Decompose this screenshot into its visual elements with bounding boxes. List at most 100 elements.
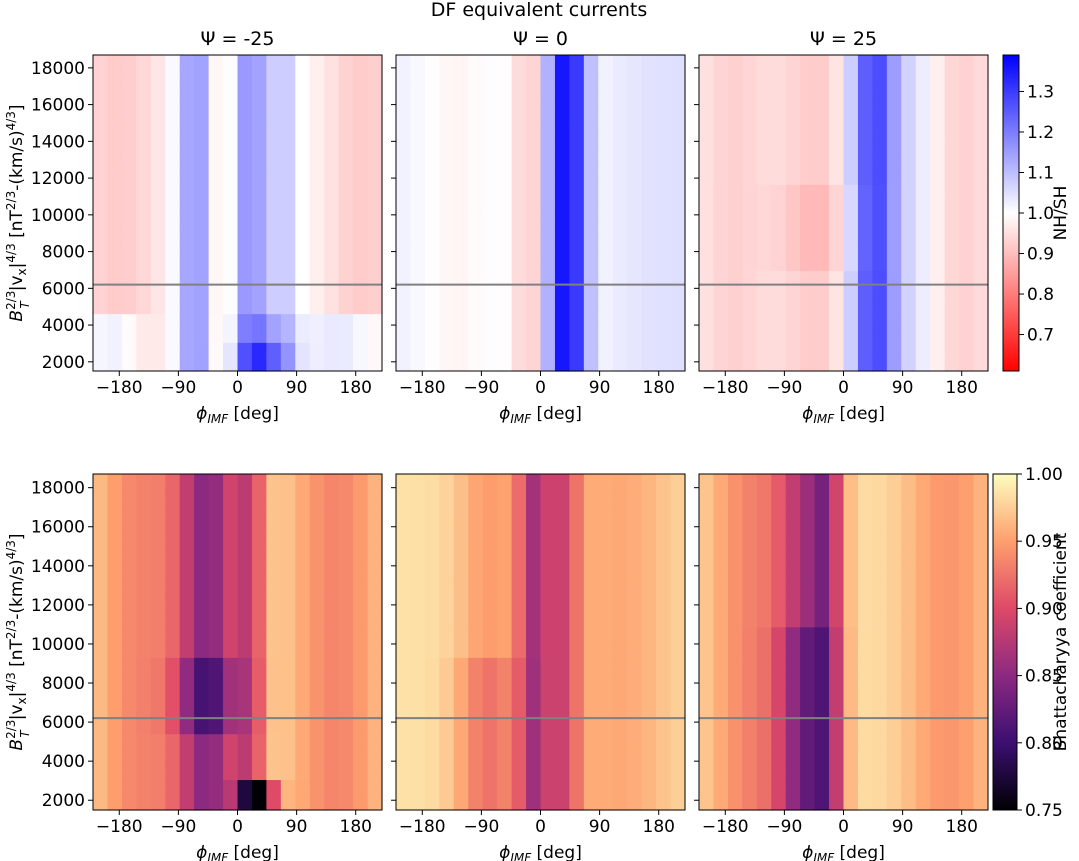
heatmap-cell [338,356,354,372]
heatmap-cell [569,474,585,490]
heatmap-cell [251,356,267,372]
heatmap-cell [338,489,354,506]
heatmap-cell [482,184,498,200]
heatmap-cell [468,718,484,735]
heatmap-cell [295,98,311,114]
heatmap-cell [843,141,859,157]
heatmap-cell [785,794,801,811]
heatmap-cell [367,141,383,157]
heatmap-cell [886,703,902,719]
heatmap-cell [410,227,426,243]
heatmap-cell [208,550,224,567]
heatmap-cell [194,299,210,315]
heatmap-cell [627,764,643,781]
heatmap-cell [165,550,181,567]
heatmap-cell [107,580,123,597]
heatmap-cell [295,519,311,536]
heatmap-cell [121,69,137,85]
heatmap-cell [886,580,902,597]
heatmap-cell [742,657,758,674]
heatmap-cell [540,83,556,99]
heatmap-cell [280,642,296,658]
heatmap-cell [179,687,195,704]
heatmap-cell [280,550,296,567]
heatmap-cell [482,112,498,128]
heatmap-cell [785,169,801,185]
heatmap-cell [583,672,599,689]
heatmap-cell [107,642,123,658]
heatmap-cell [453,794,469,811]
heatmap-cell [165,611,181,628]
heatmap-cell [959,519,975,536]
heatmap-cell [107,184,123,200]
heatmap-cell [814,611,830,628]
heatmap-cell [641,299,657,315]
colorbar-tick-label: 0.90 [1025,599,1063,619]
heatmap-cell [208,733,224,750]
heatmap-cell [121,703,137,719]
heatmap-cell [843,687,859,704]
heatmap-cell [453,626,469,643]
heatmap-cell [915,256,931,272]
heatmap-cell [511,626,527,643]
heatmap-cell [569,764,585,781]
heatmap-cell [843,733,859,750]
heatmap-cell [353,169,369,185]
heatmap-cell [569,642,585,658]
heatmap-cell [800,155,816,171]
heatmap-cell [699,112,715,128]
heatmap-cell [208,327,224,343]
heatmap-cell [973,550,989,567]
heatmap-cell [800,489,816,506]
heatmap-cell [324,733,340,750]
heatmap-cell [930,779,946,796]
y-tick-label: 8000 [42,674,85,694]
heatmap-cell [453,596,469,613]
heatmap-cell [150,270,166,286]
heatmap-cell [237,198,253,214]
heatmap-panel: −180 −90 0 90 180200040006000800010000120001… [4,473,383,861]
heatmap-cell [353,141,369,157]
heatmap-cell [569,69,585,85]
heatmap-cell [800,184,816,200]
heatmap-cell [583,55,599,70]
heatmap-cell [526,69,542,85]
heatmap-cell [944,126,960,142]
heatmap-cell [324,626,340,643]
heatmap-cell [756,565,772,582]
heatmap-cell [439,342,455,358]
y-tick-label: 8000 [42,243,85,263]
heatmap-cell [756,256,772,272]
heatmap-cell [656,748,672,765]
heatmap-cell [670,687,686,704]
heatmap-cell [554,474,570,490]
heatmap-cell [612,69,628,85]
heatmap-cell [396,155,412,171]
heatmap-cell [150,141,166,157]
heatmap-cell [367,565,383,582]
heatmap-cell [598,155,614,171]
heatmap-cell [771,112,787,128]
heatmap-cell [324,55,340,70]
heatmap-cell [901,733,917,750]
heatmap-cell [223,256,239,272]
heatmap-cell [179,69,195,85]
heatmap-cell [150,687,166,704]
heatmap-cell [742,69,758,85]
heatmap-cell [670,213,686,228]
heatmap-cell [569,657,585,674]
heatmap-cell [266,596,282,613]
heatmap-cell [150,313,166,329]
heatmap-cell [699,270,715,286]
heatmap-cell [699,241,715,257]
heatmap-cell [857,718,873,735]
heatmap-cell [194,83,210,99]
heatmap-cell [973,241,989,257]
heatmap-cell [468,227,484,243]
heatmap-cell [410,733,426,750]
heatmap-cell [699,155,715,171]
heatmap-cell [338,141,354,157]
heatmap-cell [511,748,527,765]
heatmap-cell [886,657,902,674]
heatmap-cell [771,227,787,243]
